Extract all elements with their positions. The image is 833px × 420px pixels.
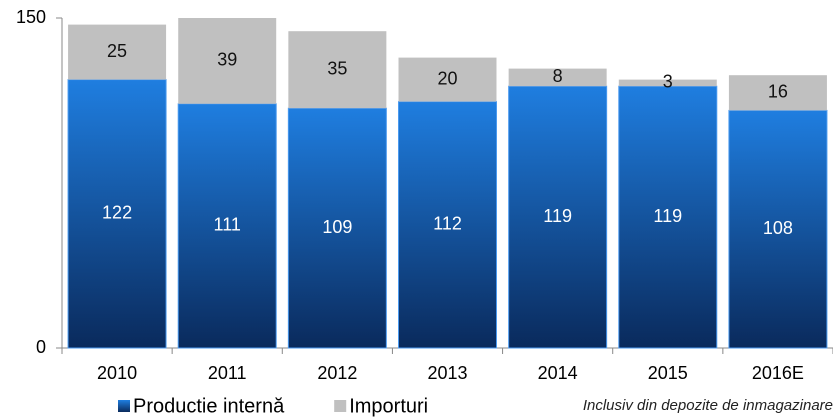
bar-segment — [178, 18, 277, 104]
value-label: 3 — [663, 72, 673, 92]
y-tick-label: 0 — [36, 337, 46, 357]
value-label: 20 — [437, 68, 457, 88]
bar-segment — [508, 68, 607, 87]
value-label: 35 — [327, 58, 347, 78]
bar-segment — [67, 79, 167, 349]
x-tick-label: 2012 — [317, 363, 357, 383]
bar-segment — [618, 85, 718, 349]
bar-segment — [288, 31, 387, 109]
bar-segment — [728, 75, 827, 111]
bar-segment — [287, 107, 387, 349]
legend-label: Productie internă — [133, 395, 285, 417]
x-tick-label: 2014 — [538, 363, 578, 383]
bar-segment — [508, 85, 608, 349]
y-tick-label: 150 — [16, 7, 46, 27]
bar-segment — [398, 57, 497, 102]
value-label: 109 — [322, 217, 352, 237]
bar-segment — [728, 109, 828, 349]
value-label: 8 — [553, 66, 563, 86]
x-tick-label: 2013 — [427, 363, 467, 383]
x-tick-label: 2011 — [208, 363, 247, 383]
bar-segment — [618, 79, 717, 87]
legend-label: Importuri — [349, 395, 428, 417]
x-tick-label: 2015 — [648, 363, 688, 383]
value-label: 39 — [217, 50, 237, 70]
value-label: 16 — [768, 82, 788, 102]
value-label: 25 — [107, 41, 127, 61]
x-tick-label: 2010 — [97, 363, 137, 383]
value-label: 122 — [102, 203, 132, 223]
value-label: 111 — [214, 215, 241, 235]
x-tick-label: 2016E — [752, 363, 804, 383]
value-label: 119 — [653, 206, 682, 226]
value-label: 108 — [763, 218, 793, 238]
value-label: 112 — [433, 214, 462, 234]
bar-segment — [398, 101, 497, 349]
bar-segment — [177, 103, 277, 349]
bar-segment — [68, 24, 167, 80]
legend-swatch — [118, 400, 130, 412]
annotation: Inclusiv din depozite de inmagazinare — [583, 397, 833, 414]
legend-swatch — [334, 400, 347, 412]
value-label: 119 — [543, 206, 572, 226]
